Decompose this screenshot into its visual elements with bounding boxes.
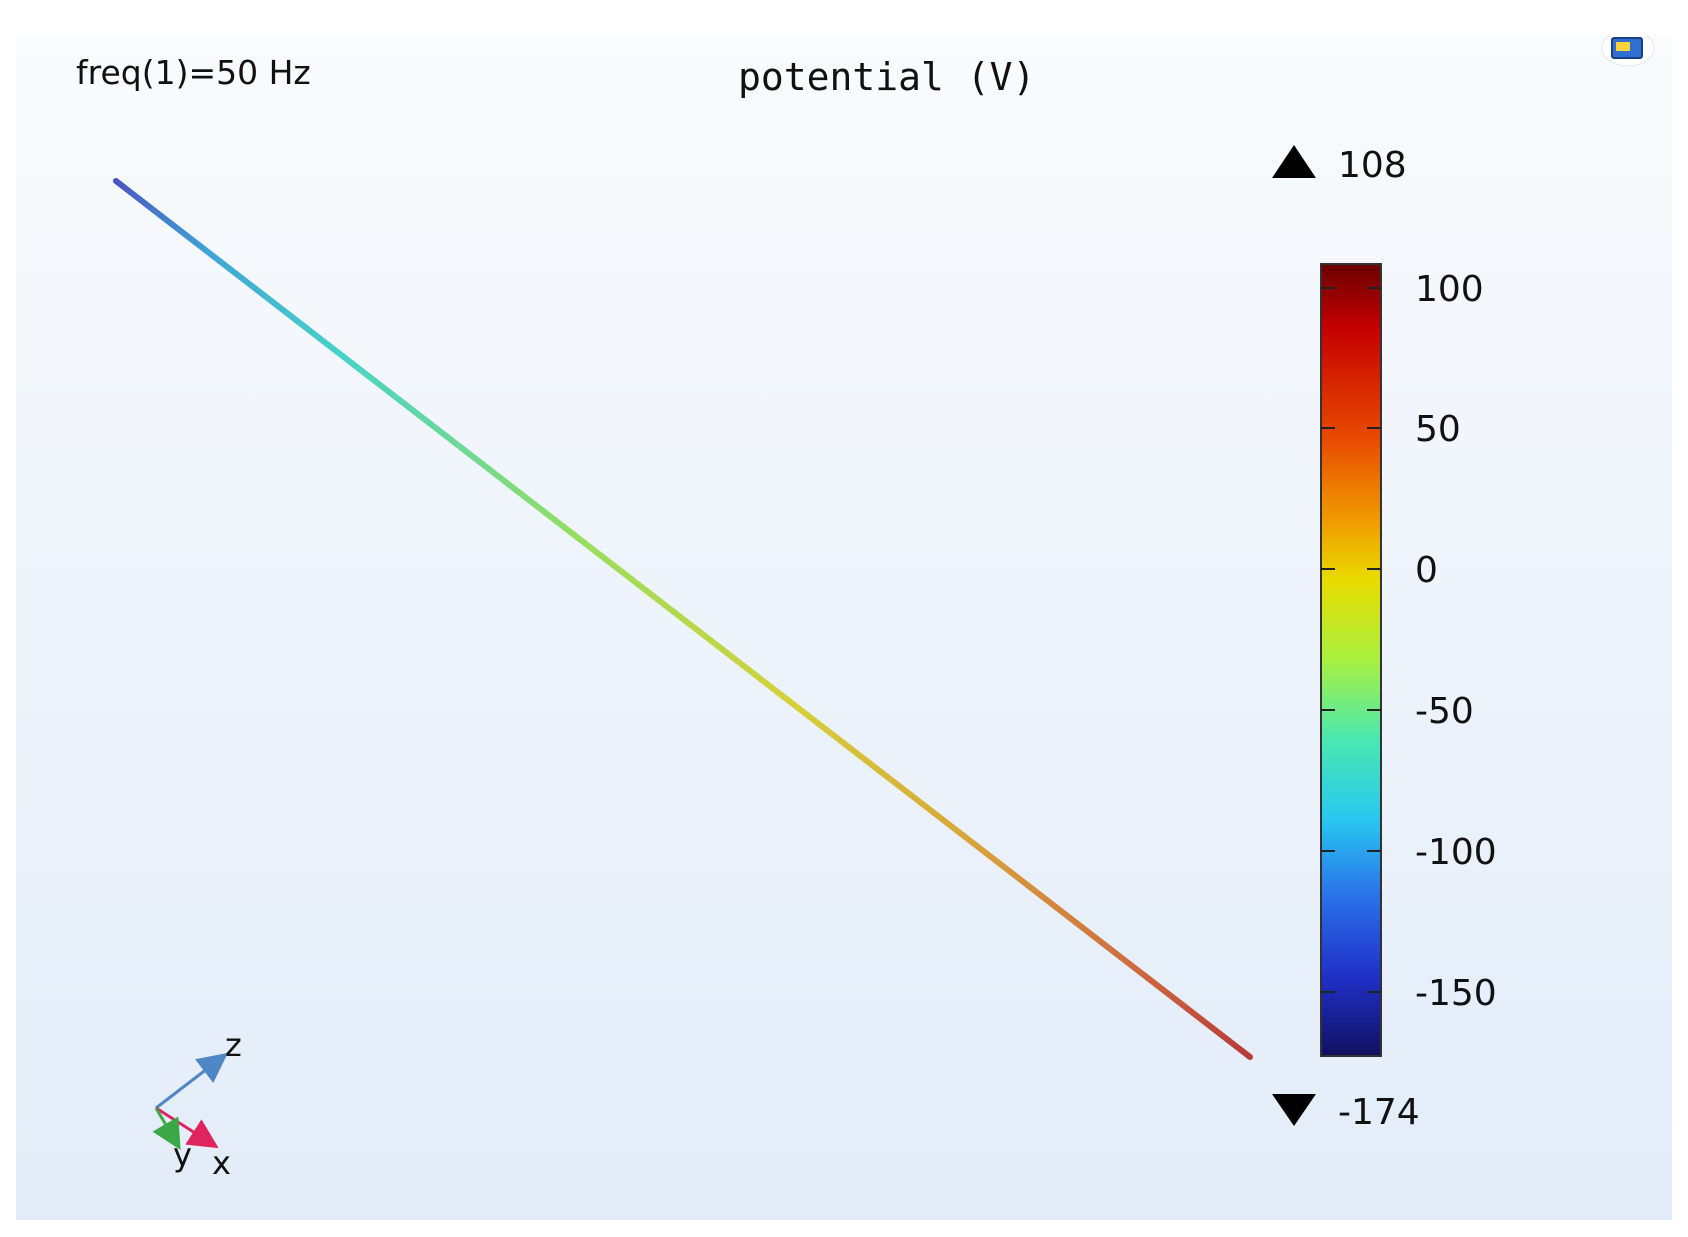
colorbar-tick-label: 0 (1415, 550, 1438, 591)
colorbar-ticks (1321, 287, 1381, 993)
x-axis-arrow-icon (155, 1106, 219, 1149)
potential-line[interactable] (113, 178, 1253, 1060)
axis-triad: z y x (152, 1026, 242, 1182)
x-axis-label: x (212, 1144, 231, 1182)
colorbar-tick-label: 100 (1415, 269, 1484, 310)
plot-title: potential (V) (738, 55, 1035, 99)
image-snapshot-icon[interactable] (1600, 36, 1656, 68)
color-legend: 108 100 50 0 -50 -100 -150 (1272, 145, 1497, 1133)
colorbar (1320, 263, 1382, 1057)
colorbar-tick-label: -150 (1415, 973, 1497, 1014)
z-axis-label: z (225, 1026, 242, 1064)
z-axis-arrow-icon (155, 1052, 228, 1110)
colorbar-min-label: -174 (1338, 1092, 1420, 1133)
max-triangle-icon (1272, 145, 1316, 178)
colorbar-tick-label: 50 (1415, 409, 1461, 450)
frequency-label: freq(1)=50 Hz (76, 53, 311, 92)
colorbar-tick-label: -100 (1415, 832, 1497, 873)
y-axis-arrow-icon (152, 1107, 181, 1150)
graphics-window[interactable]: freq(1)=50 Hz potential (V) 108 (16, 36, 1672, 1220)
colorbar-max-label: 108 (1338, 145, 1407, 186)
y-axis-label: y (173, 1136, 192, 1174)
min-triangle-icon (1272, 1094, 1316, 1126)
plot-canvas[interactable]: freq(1)=50 Hz potential (V) 108 (16, 36, 1672, 1220)
colorbar-tick-label: -50 (1415, 691, 1474, 732)
